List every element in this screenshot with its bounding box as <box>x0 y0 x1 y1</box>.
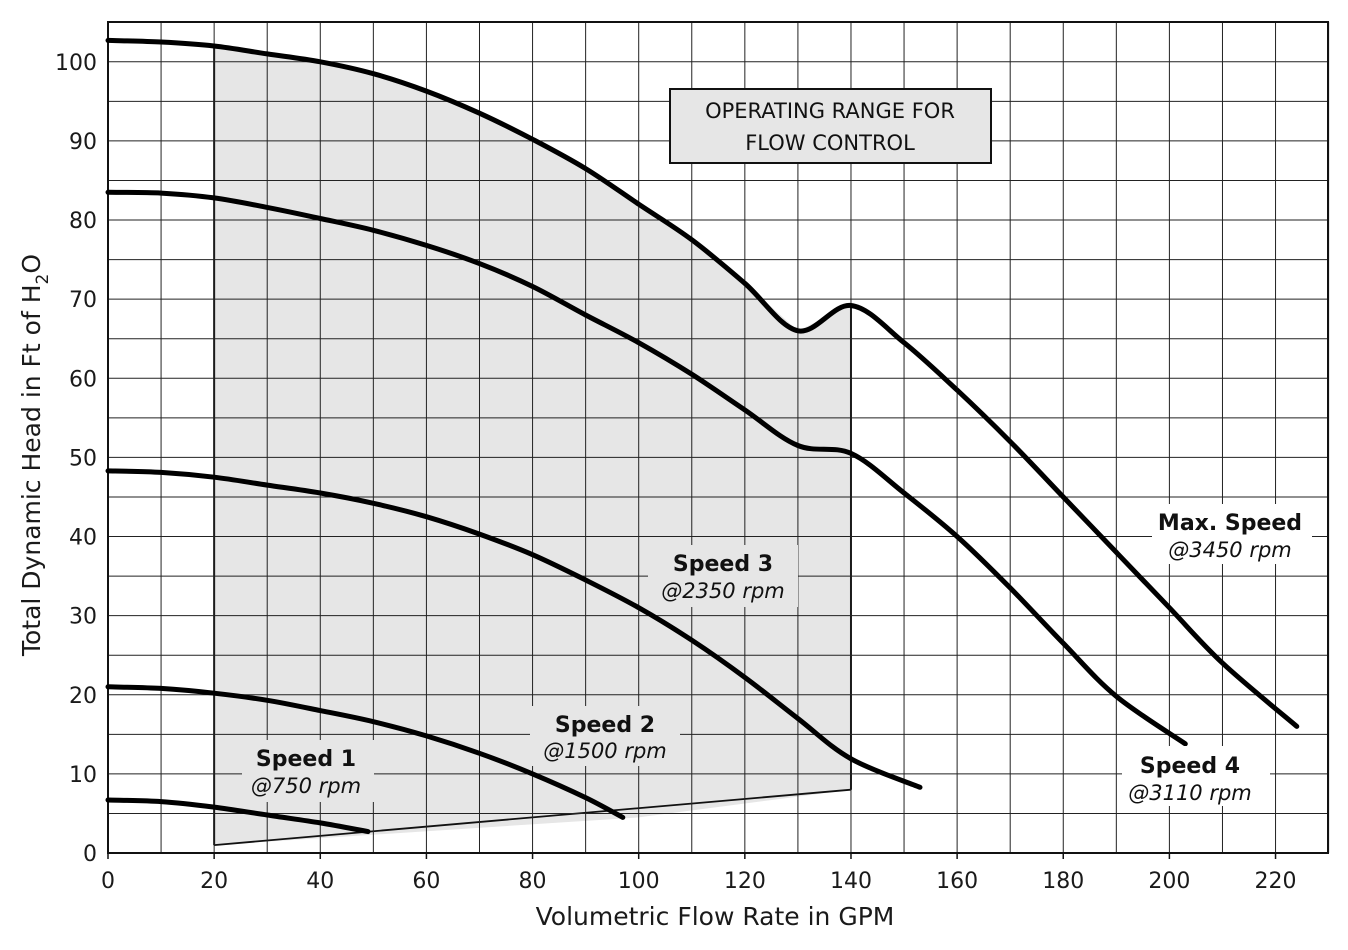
y-tick-label: 10 <box>69 763 97 788</box>
y-tick-label: 90 <box>69 130 97 155</box>
operating-range-label-box <box>669 88 992 164</box>
x-tick-label: 160 <box>936 869 978 894</box>
y-tick-label: 40 <box>69 526 97 551</box>
speed3-rpm: @2350 rpm <box>661 579 785 603</box>
speed2-label-bg <box>530 706 680 766</box>
x-tick-label: 20 <box>200 869 228 894</box>
max-speed-name: Max. Speed <box>1158 511 1302 536</box>
speed4-label-bg <box>1122 746 1270 806</box>
x-tick-label: 100 <box>618 869 660 894</box>
y-tick-label: 80 <box>69 209 97 234</box>
series-line-1 <box>105 797 371 835</box>
y-axis-title-end: O <box>17 254 46 274</box>
curve-labels: Speed 1 @750 rpm Speed 2 @1500 rpm Speed… <box>242 504 1312 806</box>
speed1-label-bg <box>242 740 374 802</box>
speed1-rpm: @750 rpm <box>251 774 361 798</box>
x-axis-title: Volumetric Flow Rate in GPM <box>536 902 895 931</box>
plot-frame <box>107 21 1329 854</box>
axis-ticks: 0 20 40 60 80 100 120 140 160 180 200 220 0 10 20 30 40 5… <box>55 51 1297 894</box>
speed3-name: Speed 3 <box>673 552 773 577</box>
speed3-label-bg <box>648 545 798 607</box>
operating-range-label: OPERATING RANGE FOR FLOW CONTROL <box>669 88 992 164</box>
x-tick-label: 140 <box>830 869 872 894</box>
series-line-2 <box>105 684 626 820</box>
x-tick-label: 80 <box>519 869 547 894</box>
y-axis-title-main: Total Dynamic Head in Ft of H <box>17 284 46 657</box>
y-tick-label: 60 <box>69 367 97 392</box>
x-tick-label: 0 <box>101 869 115 894</box>
speed2-name: Speed 2 <box>555 713 655 738</box>
x-tick-label: 120 <box>724 869 766 894</box>
x-tick-label: 180 <box>1042 869 1084 894</box>
series-line-5 <box>105 37 1300 729</box>
x-tick-label: 60 <box>412 869 440 894</box>
y-tick-label: 50 <box>69 446 97 471</box>
speed1-name: Speed 1 <box>256 747 356 772</box>
operating-range-label-line2: FLOW CONTROL <box>745 131 915 155</box>
y-tick-label: 30 <box>69 605 97 630</box>
speed2-rpm: @1500 rpm <box>543 739 667 763</box>
operating-range-label-line1: OPERATING RANGE FOR <box>705 99 955 123</box>
max-speed-rpm: @3450 rpm <box>1168 538 1292 562</box>
x-tick-label: 200 <box>1148 869 1190 894</box>
speed4-rpm: @3110 rpm <box>1128 781 1252 805</box>
speed4-name: Speed 4 <box>1140 754 1240 779</box>
max-speed-label-bg <box>1152 504 1312 564</box>
y-tick-label: 0 <box>83 842 97 867</box>
y-tick-label: 20 <box>69 684 97 709</box>
y-axis-title-sub: 2 <box>33 274 53 285</box>
y-tick-label: 100 <box>55 51 97 76</box>
x-tick-label: 220 <box>1255 869 1297 894</box>
series-line-4 <box>105 189 1188 747</box>
y-tick-label: 70 <box>69 288 97 313</box>
series-line-3 <box>105 468 923 790</box>
grid <box>107 21 1330 854</box>
speed-curves <box>105 37 1300 835</box>
y-axis-title: Total Dynamic Head in Ft of H2O <box>17 254 53 657</box>
x-tick-label: 40 <box>306 869 334 894</box>
